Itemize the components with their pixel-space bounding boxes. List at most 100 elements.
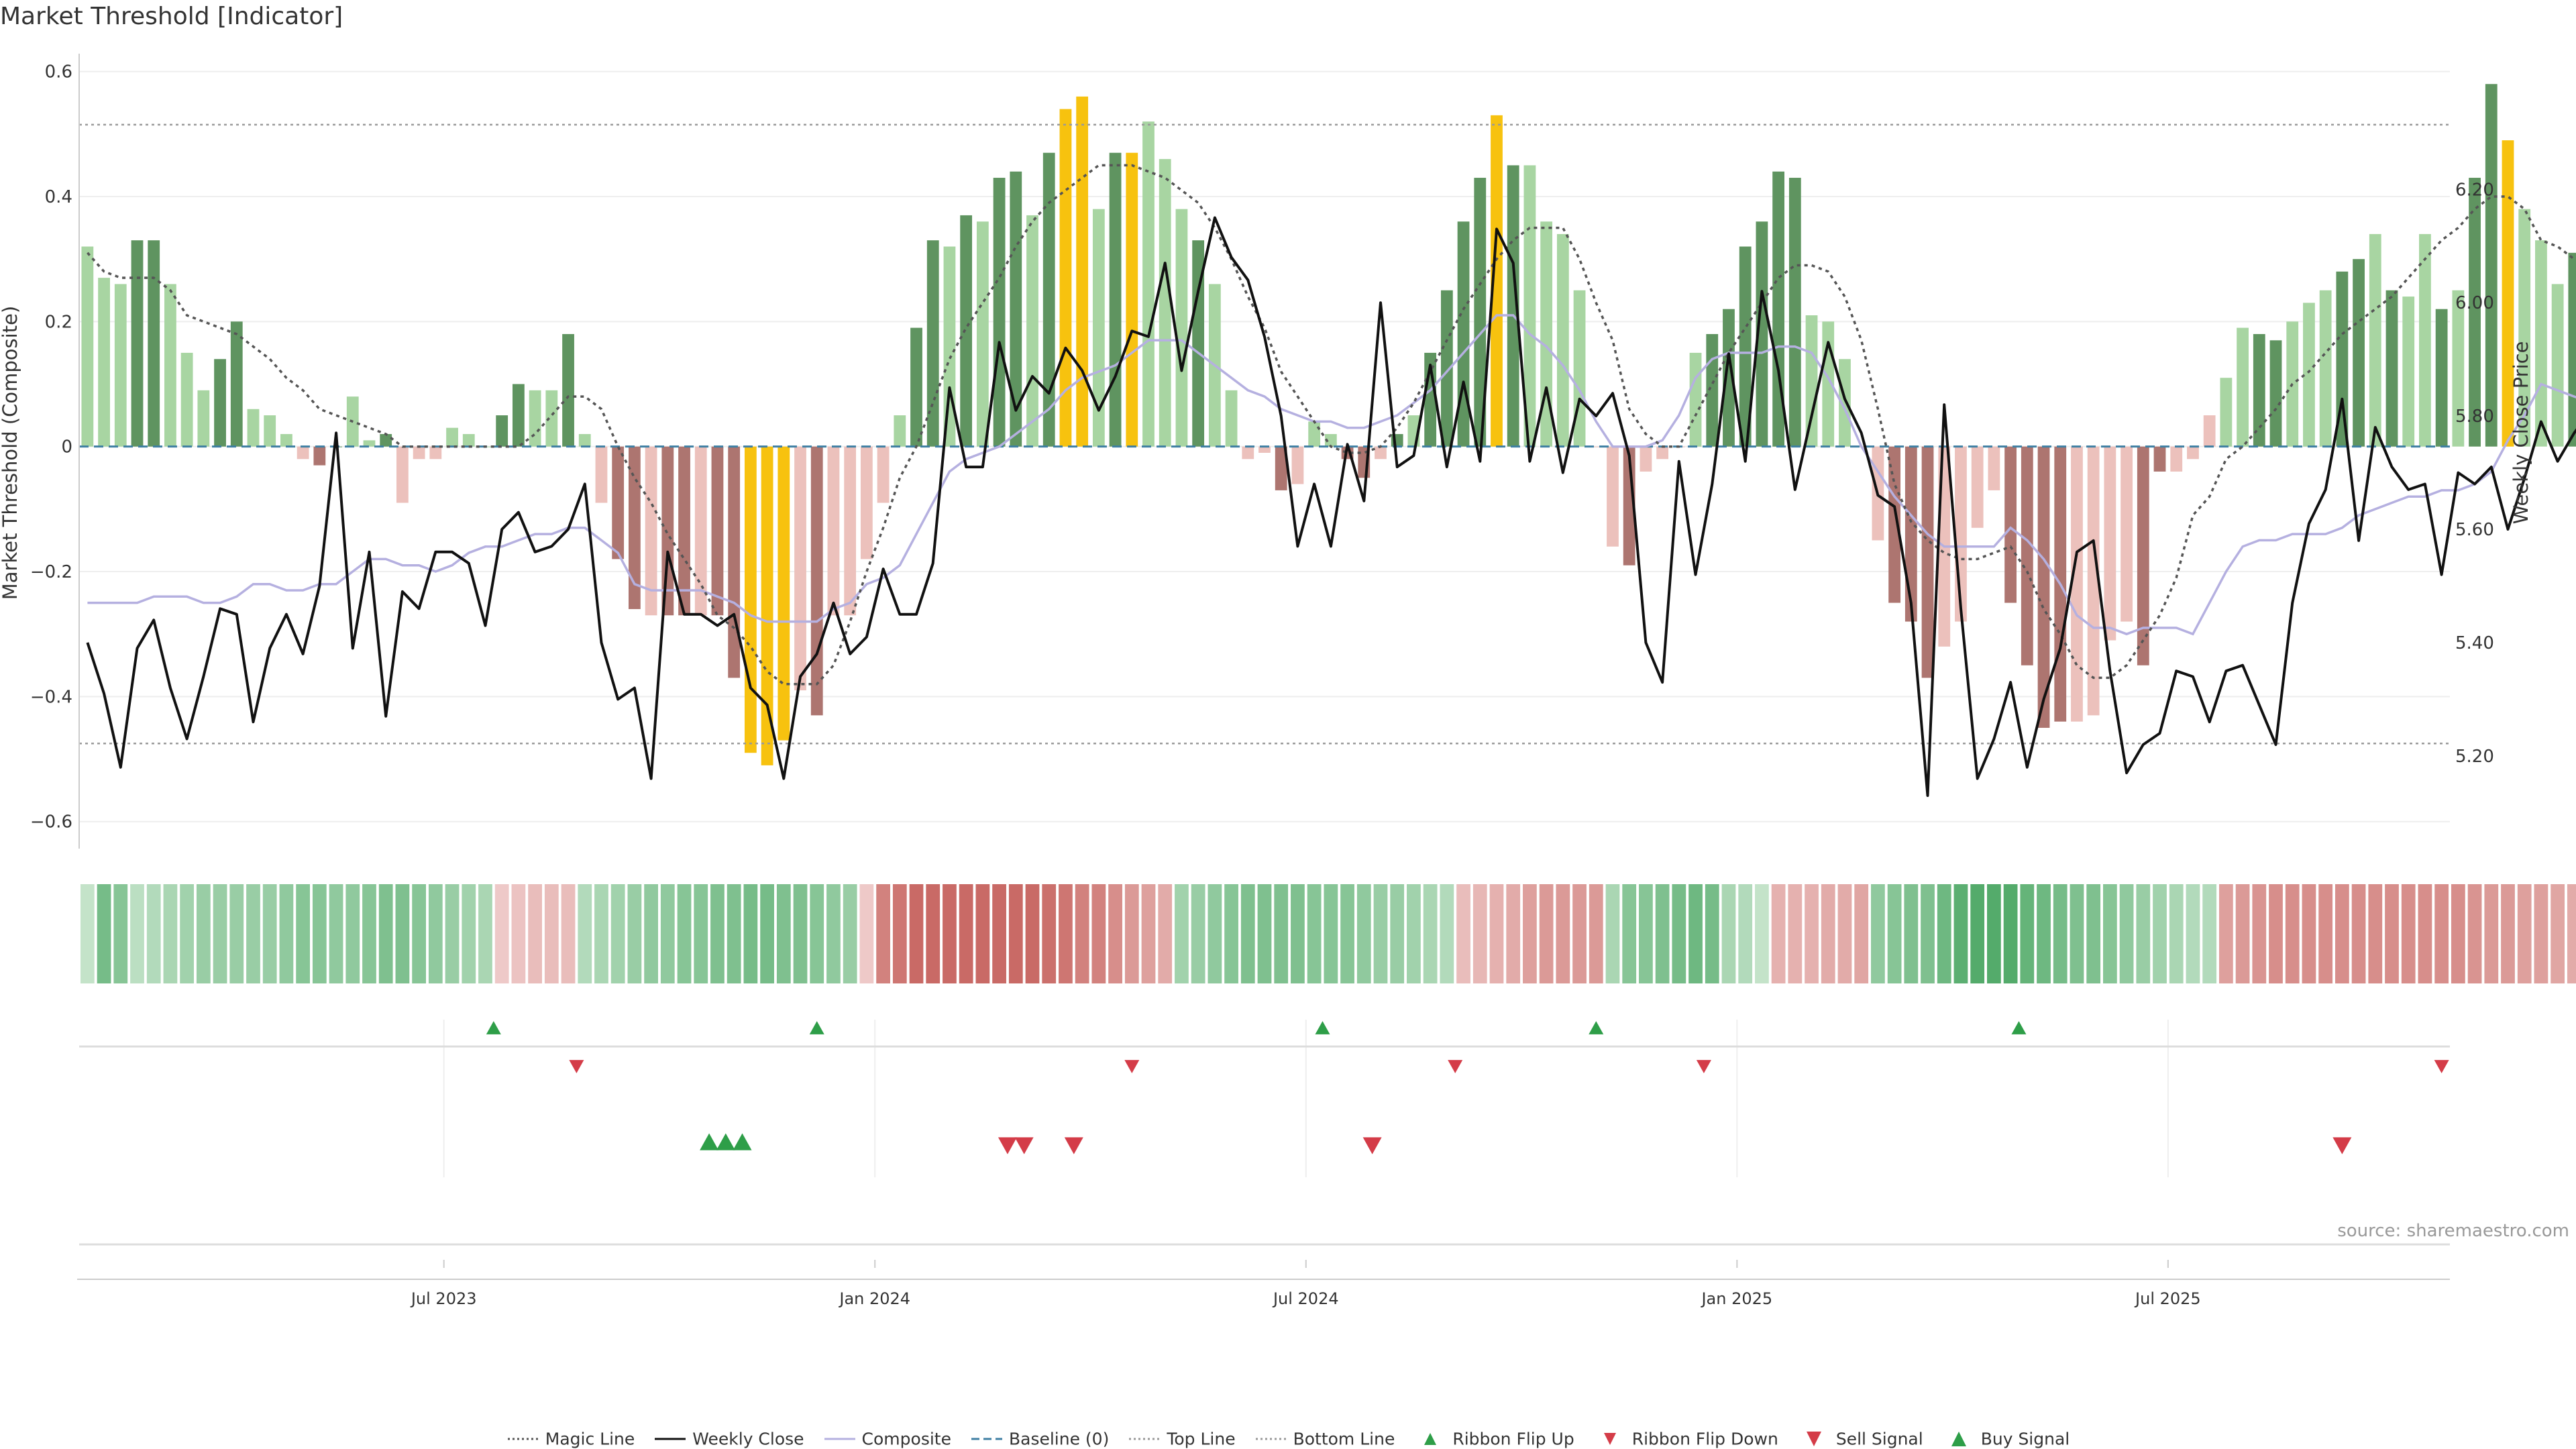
ribbon-cell xyxy=(644,884,658,983)
composite-bar xyxy=(1324,434,1337,447)
ribbon-cell xyxy=(1042,884,1057,983)
composite-bar xyxy=(2203,415,2216,447)
y-left-tick-label: −0.2 xyxy=(30,562,72,582)
composite-bar xyxy=(2004,446,2017,603)
composite-bar xyxy=(1440,290,1453,447)
ribbon-cell xyxy=(1373,884,1388,983)
ribbon-cell xyxy=(2086,884,2101,983)
composite-bar xyxy=(2037,446,2050,728)
composite-bar xyxy=(1142,121,1155,447)
ribbon-cell xyxy=(462,884,476,983)
ribbon-cell xyxy=(2003,884,2018,983)
legend-item: Sell Signal xyxy=(1797,1428,1923,1448)
composite-bar xyxy=(1159,159,1171,447)
legend-swatch-icon xyxy=(824,1438,855,1440)
composite-bar xyxy=(2087,446,2100,716)
legend-swatch-icon xyxy=(655,1438,686,1440)
ribbon-cell xyxy=(2551,884,2565,983)
composite-bar xyxy=(2021,446,2033,665)
legend-item: Ribbon Flip Down xyxy=(1593,1428,1778,1449)
composite-bar xyxy=(2485,84,2498,447)
ribbon-cell xyxy=(926,884,941,983)
weekly-close-line xyxy=(86,216,2576,797)
ribbon-cell xyxy=(1854,884,1869,983)
ribbon-cell xyxy=(428,884,443,983)
ribbon-cell xyxy=(594,884,608,983)
legend-label: Ribbon Flip Down xyxy=(1631,1429,1778,1449)
ribbon-cell xyxy=(2285,884,2300,983)
composite-bar xyxy=(1076,96,1089,447)
ribbon-cell xyxy=(2053,884,2068,983)
composite-bar xyxy=(1523,165,1536,447)
composite-bar xyxy=(628,446,641,609)
ribbon-cell xyxy=(1937,884,1951,983)
y-left-tick-label: 0.6 xyxy=(45,62,72,83)
ribbon-cell xyxy=(511,884,526,983)
composite-bar xyxy=(98,278,110,447)
ribbon-cell xyxy=(943,884,957,983)
legend-swatch-icon xyxy=(1424,1432,1437,1445)
ribbon-cell xyxy=(2186,884,2200,983)
composite-bar xyxy=(114,284,127,447)
composite-bar xyxy=(2319,290,2332,447)
composite-bar xyxy=(197,390,210,447)
signals-layer xyxy=(79,1020,2450,1246)
composite-bar xyxy=(462,434,475,447)
ribbon-cell xyxy=(1837,884,1852,983)
ribbon-cell xyxy=(2484,884,2499,983)
composite-bar xyxy=(1126,152,1138,447)
legend-item: Top Line xyxy=(1128,1428,1236,1448)
ribbon-cell xyxy=(1655,884,1670,983)
composite-bar xyxy=(1192,240,1205,447)
ribbon-cell xyxy=(279,884,294,983)
composite-bar xyxy=(1788,178,1801,447)
composite-bar xyxy=(1242,446,1254,460)
legend-label: Composite xyxy=(861,1429,951,1449)
composite-bar xyxy=(2137,446,2149,665)
composite-bar xyxy=(429,446,442,460)
ribbon-cell xyxy=(1456,884,1470,983)
ribbon-cell xyxy=(1307,884,1322,983)
composite-bar xyxy=(1656,446,1669,460)
ribbon-cell xyxy=(2467,884,2482,983)
composite-bar xyxy=(578,434,591,447)
ribbon-cell xyxy=(2401,884,2416,983)
composite-bar xyxy=(2502,140,2514,447)
ribbon-cell xyxy=(1539,884,1554,983)
ribbon-cell xyxy=(2351,884,2366,983)
ribbon-cell xyxy=(627,884,642,983)
ribbon-cell xyxy=(1771,884,1786,983)
composite-bar xyxy=(396,446,409,503)
ribbon-cell xyxy=(1523,884,1537,983)
ribbon-cell xyxy=(1390,884,1405,983)
composite-bar xyxy=(562,333,574,447)
composite-bar xyxy=(1689,352,1702,447)
ribbon-cell xyxy=(826,884,841,983)
sell-signal-marker xyxy=(1064,1137,1083,1155)
x-tick-label: Jan 2024 xyxy=(838,1289,910,1308)
composite-bar xyxy=(910,327,922,447)
composite-bar xyxy=(1507,165,1519,447)
composite-bar xyxy=(1042,152,1055,447)
legend-item: Buy Signal xyxy=(1942,1428,2070,1448)
ribbon-cell xyxy=(1423,884,1438,983)
composite-bar xyxy=(2518,209,2531,447)
ribbon-cell xyxy=(1257,884,1272,983)
ribbon-cell xyxy=(1953,884,1968,983)
ribbon-cell xyxy=(1472,884,1487,983)
composite-bar xyxy=(2187,446,2199,460)
composite-bar xyxy=(1772,171,1785,447)
y-left-tick-label: 0.4 xyxy=(45,187,72,207)
composite-bar xyxy=(513,384,525,447)
composite-bar xyxy=(1739,246,1752,447)
composite-bar xyxy=(1291,446,1304,484)
y-left-axis-title: Market Threshold (Composite) xyxy=(0,306,21,600)
ribbon-cell xyxy=(2202,884,2217,983)
composite-line xyxy=(87,314,2576,636)
ribbon-cell xyxy=(909,884,924,983)
composite-bar xyxy=(2435,309,2448,447)
y-right-tick-label: 6.20 xyxy=(2455,180,2494,200)
composite-bar xyxy=(2353,259,2365,447)
ribbon-cell xyxy=(478,884,492,983)
ribbon-cell xyxy=(1240,884,1255,983)
